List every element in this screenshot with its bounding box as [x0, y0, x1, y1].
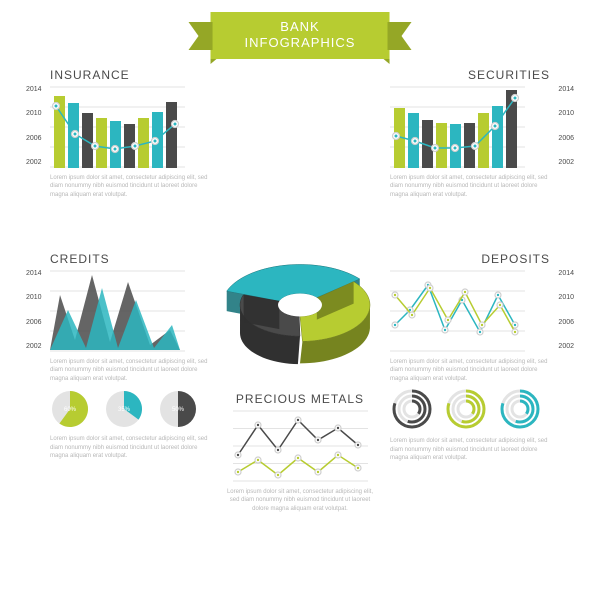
precious-chart: [233, 410, 368, 482]
credits-lorem-2: Lorem ipsum dolor sit amet, consectetur …: [50, 435, 210, 460]
deposits-arcs: [390, 387, 550, 431]
deposits-title: DEPOSITS: [390, 252, 550, 266]
header-title-line1: BANK: [280, 19, 319, 34]
central-donut-3d: [200, 235, 400, 395]
credits-lorem: Lorem ipsum dolor sit amet, consectetur …: [50, 358, 210, 383]
insurance-chart: [50, 86, 185, 168]
svg-text:50%: 50%: [172, 407, 185, 413]
credits-panel: CREDITS 2014201020062002 Lorem ipsum dol…: [50, 252, 210, 460]
insurance-panel: INSURANCE 2014201020062002 Lorem ipsum d…: [50, 68, 210, 199]
deposits-y-axis: 2014201020062002: [558, 270, 574, 350]
deposits-lorem: Lorem ipsum dolor sit amet, consectetur …: [390, 358, 550, 383]
header-title-line2: INFOGRAPHICS: [245, 35, 356, 50]
pie-icon: 50%: [158, 389, 198, 429]
credits-chart: [50, 270, 185, 352]
precious-panel: PRECIOUS METALS Lorem ipsum dolor sit am…: [225, 392, 375, 513]
donut-3d-chart: [200, 235, 400, 395]
securities-title: SECURITIES: [390, 68, 550, 82]
insurance-lorem: Lorem ipsum dolor sit amet, consectetur …: [50, 174, 210, 199]
svg-text:60%: 60%: [64, 407, 77, 413]
insurance-y-axis: 2014201020062002: [26, 86, 42, 166]
deposits-panel: DEPOSITS 2014201020062002 Lorem ipsum do…: [390, 252, 550, 462]
credits-y-axis: 2014201020062002: [26, 270, 42, 350]
header-ribbon: BANK INFOGRAPHICS: [211, 12, 390, 59]
pie-icon: 60%: [50, 389, 90, 429]
securities-panel: SECURITIES 2014201020062002 Lorem ipsum …: [390, 68, 550, 199]
securities-chart: [390, 86, 525, 168]
deposits-chart: [390, 270, 525, 352]
credits-pies: 60% 35% 50%: [50, 389, 210, 429]
securities-y-axis: 2014201020062002: [558, 86, 574, 166]
precious-lorem: Lorem ipsum dolor sit amet, consectetur …: [225, 488, 375, 513]
arc-icon: [444, 387, 488, 431]
insurance-title: INSURANCE: [50, 68, 210, 82]
pie-icon: 35%: [104, 389, 144, 429]
header-title: BANK INFOGRAPHICS: [211, 12, 390, 59]
credits-title: CREDITS: [50, 252, 210, 266]
securities-lorem: Lorem ipsum dolor sit amet, consectetur …: [390, 174, 550, 199]
deposits-lorem-2: Lorem ipsum dolor sit amet, consectetur …: [390, 437, 550, 462]
arc-icon: [498, 387, 542, 431]
svg-text:35%: 35%: [118, 407, 131, 413]
